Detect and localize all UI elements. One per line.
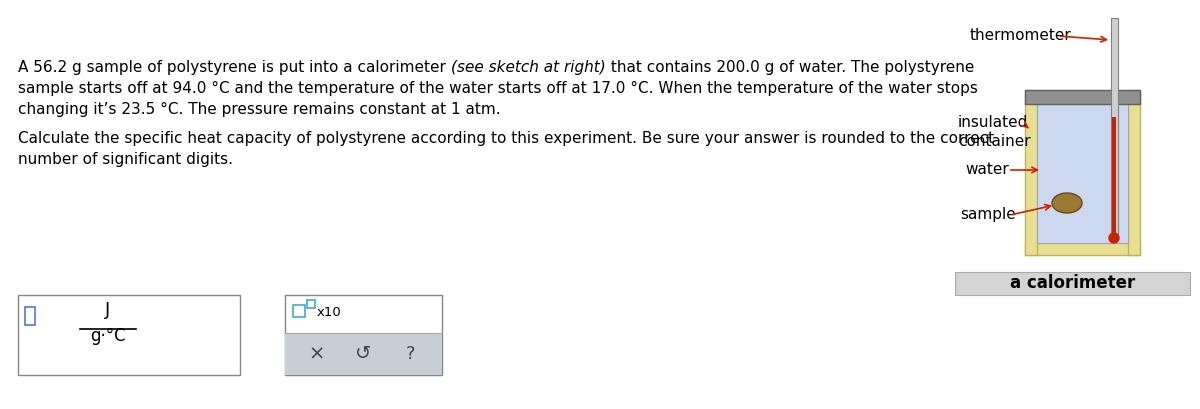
Bar [25,307,35,325]
Bar [1037,104,1128,243]
Bar [1112,117,1116,238]
Text: insulated
container: insulated container [958,115,1031,148]
Text: sample: sample [960,207,1015,222]
Bar [307,300,314,308]
Text: ↺: ↺ [355,344,372,364]
Text: water: water [965,162,1009,178]
Bar [1025,90,1140,104]
Text: ×: × [308,344,324,364]
Text: J: J [106,301,110,319]
Bar [1025,243,1140,255]
Text: number of significant digits.: number of significant digits. [18,152,233,167]
Text: g·°C: g·°C [90,327,126,345]
Bar [286,295,442,375]
Text: that contains 200.0 g of water. The polystyrene: that contains 200.0 g of water. The poly… [606,60,974,75]
Bar [1111,18,1118,238]
Text: (see sketch at right): (see sketch at right) [451,60,606,75]
Bar [1128,90,1140,255]
Bar [955,272,1190,295]
Circle shape [1109,233,1120,243]
Text: ?: ? [406,345,415,363]
Text: thermometer: thermometer [970,29,1072,43]
Bar [286,333,442,375]
Text: changing it’s 23.5 °C. The pressure remains constant at 1 atm.: changing it’s 23.5 °C. The pressure rema… [18,102,500,117]
Bar [1025,90,1037,255]
Text: a calorimeter: a calorimeter [1010,274,1135,292]
Text: x10: x10 [317,306,342,319]
Ellipse shape [1052,193,1082,213]
Text: A 56.2 g sample of polystyrene is put into a calorimeter: A 56.2 g sample of polystyrene is put in… [18,60,451,75]
Text: Calculate the specific heat capacity of polystyrene according to this experiment: Calculate the specific heat capacity of … [18,131,994,146]
Bar [18,295,240,375]
Text: sample starts off at 94.0 °C and the temperature of the water starts off at 17.0: sample starts off at 94.0 °C and the tem… [18,81,978,96]
Bar [293,305,305,317]
